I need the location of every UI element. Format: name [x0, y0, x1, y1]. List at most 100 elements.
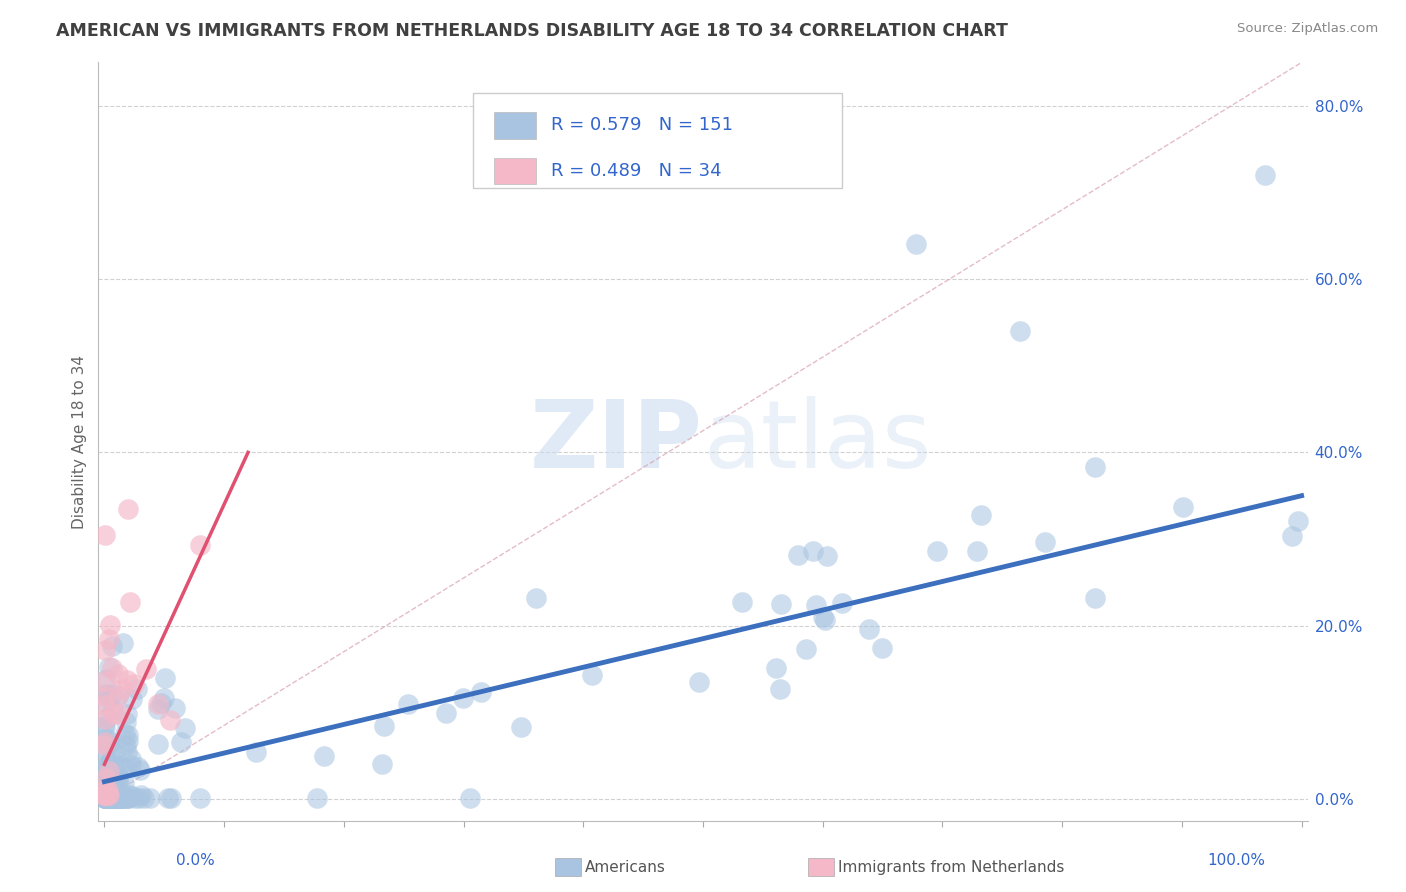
Point [110, 791, 132, 805]
Point [101, 701, 124, 715]
Point [107, 688, 129, 702]
Point [787, 548, 810, 562]
Text: AMERICAN VS IMMIGRANTS FROM NETHERLANDS DISABILITY AGE 18 TO 34 CORRELATION CHAR: AMERICAN VS IMMIGRANTS FROM NETHERLANDS … [56, 22, 1008, 40]
Point [811, 610, 834, 624]
Point [94, 788, 117, 802]
Point [1084, 459, 1107, 474]
Text: Americans: Americans [585, 860, 666, 874]
Point [108, 791, 131, 805]
Point [93, 674, 115, 689]
Point [371, 757, 394, 772]
Point [1286, 514, 1309, 528]
Point [94, 782, 117, 797]
Point [94, 788, 117, 802]
Point [121, 692, 143, 706]
Point [170, 735, 193, 749]
Point [93, 761, 115, 775]
Point [470, 684, 492, 698]
Point [110, 791, 132, 805]
Point [108, 791, 131, 805]
Point [108, 791, 131, 805]
Point [98, 791, 121, 805]
Point [100, 661, 122, 675]
Point [94, 791, 117, 805]
Point [111, 791, 134, 805]
Point [112, 791, 135, 805]
Point [101, 791, 124, 805]
Point [110, 791, 132, 805]
Point [128, 791, 150, 805]
Point [125, 682, 148, 697]
Point [966, 543, 988, 558]
Point [110, 791, 132, 805]
Point [108, 791, 131, 805]
Point [98, 764, 121, 778]
Point [94, 791, 117, 805]
Point [970, 508, 993, 522]
Point [117, 733, 139, 747]
Point [814, 613, 837, 627]
Point [1033, 535, 1056, 549]
Point [111, 682, 134, 697]
Point [97, 788, 120, 802]
Point [731, 595, 754, 609]
Point [163, 701, 186, 715]
Point [770, 598, 793, 612]
Text: 0.0%: 0.0% [176, 854, 215, 868]
Point [94, 527, 117, 541]
Point [97, 791, 120, 805]
Point [100, 639, 122, 653]
Text: atlas: atlas [703, 395, 931, 488]
Text: 100.0%: 100.0% [1208, 854, 1265, 868]
Point [115, 791, 138, 805]
Point [93, 788, 115, 802]
Point [110, 757, 132, 772]
Point [107, 774, 129, 789]
Point [108, 777, 131, 791]
Point [98, 617, 121, 632]
Point [103, 706, 125, 721]
Point [94, 712, 117, 726]
Point [870, 640, 893, 655]
Point [107, 689, 129, 703]
FancyBboxPatch shape [494, 112, 536, 138]
Point [93, 772, 115, 787]
Point [153, 691, 176, 706]
Point [150, 696, 173, 710]
Point [101, 757, 124, 772]
Point [108, 791, 131, 805]
Point [104, 783, 127, 797]
Point [101, 791, 124, 805]
Point [97, 771, 120, 785]
Point [101, 791, 124, 805]
Y-axis label: Disability Age 18 to 34: Disability Age 18 to 34 [72, 354, 87, 529]
Point [1010, 324, 1032, 338]
Point [93, 695, 115, 709]
Point [93, 719, 115, 733]
Point [94, 758, 117, 772]
Point [146, 702, 169, 716]
Point [101, 791, 124, 805]
Point [769, 681, 792, 696]
Point [94, 690, 117, 704]
Point [101, 777, 124, 791]
Point [115, 760, 138, 774]
Text: R = 0.579   N = 151: R = 0.579 N = 151 [551, 116, 733, 135]
Point [925, 544, 948, 558]
Point [1171, 500, 1194, 515]
Point [121, 789, 143, 803]
Point [904, 237, 927, 252]
Point [104, 776, 127, 790]
Point [509, 720, 531, 734]
Point [112, 775, 135, 789]
Point [93, 720, 115, 734]
Point [105, 791, 128, 805]
Text: Immigrants from Netherlands: Immigrants from Netherlands [838, 860, 1064, 874]
Point [831, 596, 853, 610]
Point [118, 595, 141, 609]
Point [153, 672, 176, 686]
Point [93, 698, 115, 712]
Point [451, 690, 474, 705]
Point [100, 752, 122, 766]
Point [93, 739, 115, 753]
